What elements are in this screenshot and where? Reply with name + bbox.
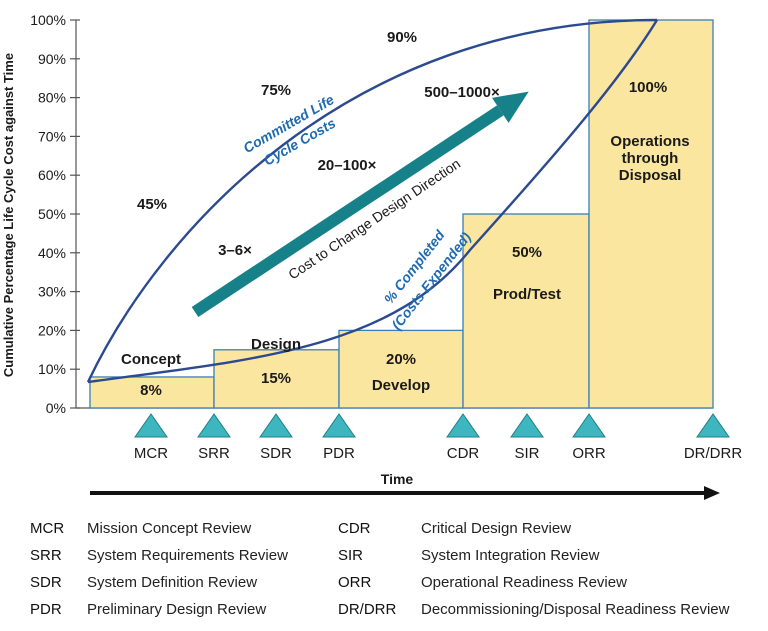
- milestone-label: SIR: [514, 445, 539, 462]
- phase-name: Concept: [121, 351, 181, 368]
- legend-abbreviation: DR/DRR: [338, 601, 397, 618]
- phase-value-label: 100%: [629, 79, 667, 96]
- milestone-label: ORR: [572, 445, 606, 462]
- legend-description: Operational Readiness Review: [421, 574, 627, 591]
- cost-multiplier: 20–100×: [318, 157, 377, 174]
- milestone-triangle: [322, 413, 356, 438]
- phase-bar: [588, 19, 714, 409]
- milestone-triangle: [197, 413, 231, 438]
- legend-description: Preliminary Design Review: [87, 601, 267, 618]
- legend-abbreviation: SDR: [30, 574, 62, 591]
- legend-abbreviation: PDR: [30, 601, 62, 618]
- phase-value-label: 20%: [386, 351, 416, 368]
- phase-value-label: 15%: [261, 370, 291, 387]
- phase-name: Design: [251, 336, 301, 353]
- milestone-label: MCR: [134, 445, 168, 462]
- y-tick-label: 90%: [38, 51, 66, 67]
- y-tick-label: 40%: [38, 245, 66, 261]
- cost-multiplier: 3–6×: [218, 242, 252, 259]
- milestone-label: CDR: [447, 445, 480, 462]
- milestone-triangle: [510, 413, 544, 438]
- arrow-head: [492, 91, 529, 123]
- legend-abbreviation: ORR: [338, 574, 372, 591]
- y-tick-label: 100%: [30, 12, 66, 28]
- milestone-triangle: [446, 413, 480, 438]
- milestone-triangle: [259, 413, 293, 438]
- committed-cost-curve: [86, 18, 658, 383]
- milestone-triangle: [696, 413, 730, 438]
- milestone-triangle: [572, 413, 606, 438]
- milestone-label: DR/DRR: [684, 445, 742, 462]
- legend-description: Decommissioning/Disposal Readiness Revie…: [421, 601, 730, 618]
- legend-description: Critical Design Review: [421, 520, 572, 537]
- y-tick-label: 0%: [46, 400, 66, 416]
- legend-abbreviation: CDR: [338, 520, 371, 537]
- phase-name: Operations: [610, 133, 689, 150]
- cost-to-change-arrow: [191, 91, 529, 318]
- legend-description: Mission Concept Review: [87, 520, 252, 537]
- legend-abbreviation: SRR: [30, 547, 62, 564]
- y-tick-label: 20%: [38, 322, 66, 338]
- completed-cost-curve: [87, 19, 659, 384]
- y-axis-label: Cumulative Percentage Life Cycle Cost ag…: [1, 53, 16, 377]
- committed-annotation: 45%: [137, 196, 167, 213]
- y-tick-label: 80%: [38, 90, 66, 106]
- phase-name: through: [622, 150, 679, 167]
- y-tick-label: 30%: [38, 284, 66, 300]
- phase-bar: [462, 213, 590, 409]
- legend-description: System Integration Review: [421, 547, 600, 564]
- y-tick-label: 60%: [38, 167, 66, 183]
- phase-value-label: 8%: [140, 382, 162, 399]
- legend-abbreviation: SIR: [338, 547, 364, 564]
- phase-name: Prod/Test: [493, 286, 561, 303]
- y-tick-label: 10%: [38, 361, 66, 377]
- time-arrow: [90, 486, 720, 500]
- cost-multiplier: 500–1000×: [424, 84, 500, 101]
- phase-name: Develop: [372, 377, 430, 394]
- milestone-label: PDR: [323, 445, 355, 462]
- y-tick-label: 70%: [38, 128, 66, 144]
- abbreviation-legend: MCR Mission Concept Review SRR System Requi…: [0, 514, 768, 631]
- milestone-label: SDR: [260, 445, 292, 462]
- phase-name: Disposal: [619, 167, 682, 184]
- milestone-triangle: [134, 413, 168, 438]
- x-axis-label: Time: [381, 471, 414, 487]
- milestone-label: SRR: [198, 445, 230, 462]
- legend-description: System Definition Review: [87, 574, 258, 591]
- phase-bar: [213, 349, 340, 409]
- committed-annotation: 75%: [261, 82, 291, 99]
- phase-bar: [338, 329, 464, 409]
- legend-abbreviation: MCR: [30, 520, 65, 537]
- phase-value-label: 50%: [512, 244, 542, 261]
- y-tick-label: 50%: [38, 206, 66, 222]
- committed-annotation: 90%: [387, 29, 417, 46]
- life-cycle-cost-chart: Cumulative Percentage Life Cycle Cost ag…: [1, 12, 742, 500]
- arrow-shaft: [191, 105, 504, 318]
- legend-description: System Requirements Review: [87, 547, 288, 564]
